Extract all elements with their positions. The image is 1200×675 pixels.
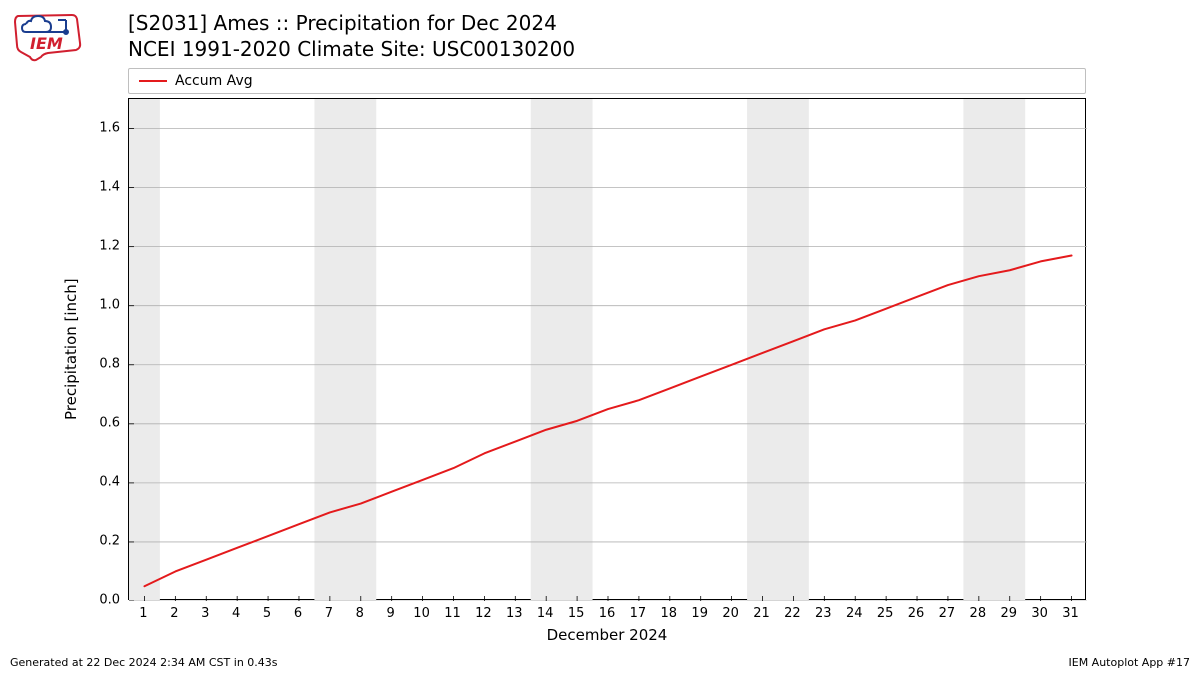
plot-svg	[129, 99, 1087, 601]
y-tick-label: 0.0	[80, 593, 120, 608]
y-tick-label: 0.2	[80, 533, 120, 548]
plot-area	[128, 98, 1086, 600]
x-tick-label: 27	[935, 606, 959, 621]
x-tick-label: 23	[811, 606, 835, 621]
y-tick-label: 0.4	[80, 474, 120, 489]
x-tick-label: 21	[750, 606, 774, 621]
x-tick-label: 7	[317, 606, 341, 621]
x-tick-label: 10	[410, 606, 434, 621]
x-tick-label: 15	[564, 606, 588, 621]
y-tick-label: 1.6	[80, 120, 120, 135]
iem-logo: IEM	[8, 8, 88, 67]
x-tick-label: 22	[780, 606, 804, 621]
x-tick-label: 6	[286, 606, 310, 621]
x-tick-label: 19	[688, 606, 712, 621]
y-tick-label: 1.2	[80, 238, 120, 253]
x-tick-label: 20	[719, 606, 743, 621]
x-tick-label: 30	[1028, 606, 1052, 621]
chart-title-line1: [S2031] Ames :: Precipitation for Dec 20…	[128, 10, 575, 36]
chart-title-line2: NCEI 1991-2020 Climate Site: USC00130200	[128, 36, 575, 62]
y-tick-label: 1.0	[80, 297, 120, 312]
x-tick-label: 14	[533, 606, 557, 621]
footer-generated: Generated at 22 Dec 2024 2:34 AM CST in …	[10, 656, 278, 669]
logo-text: IEM	[30, 34, 63, 53]
y-axis-label: Precipitation [inch]	[62, 278, 80, 420]
x-tick-label: 24	[842, 606, 866, 621]
chart-container: IEM [S2031] Ames :: Precipitation for De…	[0, 0, 1200, 675]
y-tick-label: 1.4	[80, 179, 120, 194]
x-tick-label: 25	[873, 606, 897, 621]
x-tick-label: 11	[440, 606, 464, 621]
footer-app: IEM Autoplot App #17	[1069, 656, 1191, 669]
legend-swatch	[139, 80, 167, 82]
x-tick-label: 31	[1059, 606, 1083, 621]
x-tick-label: 2	[162, 606, 186, 621]
x-tick-label: 8	[348, 606, 372, 621]
x-tick-label: 17	[626, 606, 650, 621]
x-tick-label: 5	[255, 606, 279, 621]
x-tick-label: 1	[131, 606, 155, 621]
x-tick-label: 26	[904, 606, 928, 621]
y-tick-label: 0.8	[80, 356, 120, 371]
x-tick-label: 18	[657, 606, 681, 621]
x-tick-label: 4	[224, 606, 248, 621]
x-tick-label: 28	[966, 606, 990, 621]
x-tick-label: 13	[502, 606, 526, 621]
x-tick-label: 29	[997, 606, 1021, 621]
x-tick-label: 12	[471, 606, 495, 621]
x-axis-label: December 2024	[507, 626, 707, 644]
legend: Accum Avg	[128, 68, 1086, 94]
legend-label: Accum Avg	[175, 73, 253, 89]
x-tick-label: 9	[379, 606, 403, 621]
x-tick-label: 16	[595, 606, 619, 621]
x-tick-label: 3	[193, 606, 217, 621]
chart-title-block: [S2031] Ames :: Precipitation for Dec 20…	[128, 10, 575, 62]
y-tick-label: 0.6	[80, 415, 120, 430]
